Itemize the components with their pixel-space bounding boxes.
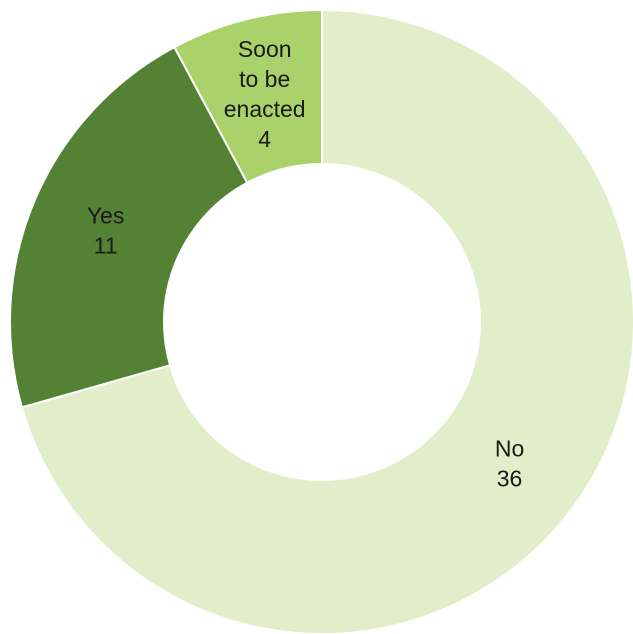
slice-category: to be (239, 66, 290, 92)
donut-slices (9, 8, 633, 634)
slice-1 (9, 45, 249, 409)
slice-2 (173, 8, 323, 185)
slice-value: 11 (94, 232, 118, 258)
donut-labels: No 36 Yes 11 Soon to be enacted 4 (87, 36, 524, 492)
slice-label-1: Yes 11 (87, 202, 125, 258)
slice-category: Soon (238, 36, 292, 62)
slice-value: 4 (258, 126, 271, 152)
slice-label-2: Soon to be enacted 4 (224, 36, 306, 152)
slice-0 (20, 8, 633, 634)
slice-label-0: No 36 (495, 436, 524, 492)
slice-category: enacted (224, 96, 306, 122)
slice-category: No (495, 436, 524, 462)
slice-value: 36 (497, 466, 523, 492)
slice-category: Yes (87, 202, 125, 228)
